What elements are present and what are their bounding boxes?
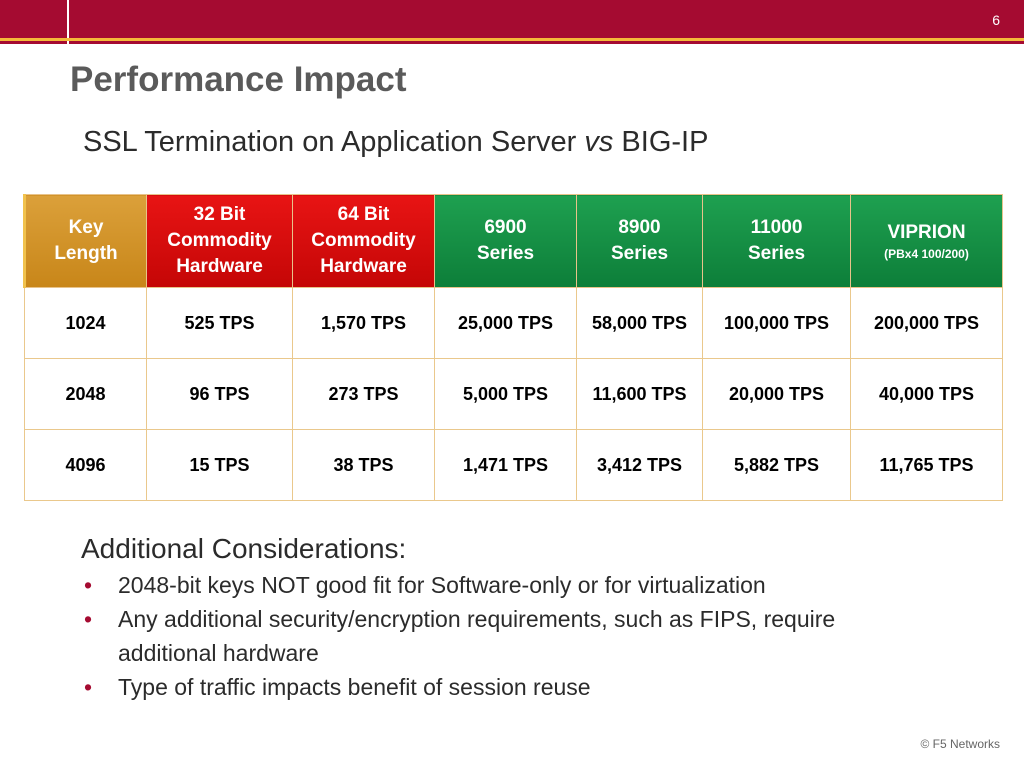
key-length-cell: 2048 — [24, 358, 147, 430]
table-header-row: Key Length 32 Bit Commodity Hardware 64 Bit Co… — [23, 194, 1003, 288]
key-length-cell: 1024 — [24, 287, 147, 359]
list-item-text: 2048-bit keys NOT good fit for Software-… — [118, 572, 766, 598]
key-length-cell: 4096 — [24, 429, 147, 501]
bullet-icon: • — [84, 606, 93, 632]
copyright-notice: © F5 Networks — [920, 737, 1000, 751]
column-header-line: 8900 — [618, 217, 661, 238]
column-header: 32 Bit Commodity Hardware — [146, 194, 293, 288]
list-item-text: Any additional security/encryption requi… — [118, 606, 836, 666]
tps-cell: 5,882 TPS — [702, 429, 851, 501]
tps-cell: 1,471 TPS — [434, 429, 577, 501]
column-header: 11000 Series — [702, 194, 851, 288]
column-header: 64 Bit Commodity Hardware — [292, 194, 435, 288]
column-header-line: Commodity — [311, 230, 416, 251]
subtitle-italic: vs — [584, 126, 614, 158]
tps-cell: 96 TPS — [146, 358, 293, 430]
tps-cell: 20,000 TPS — [702, 358, 851, 430]
table-body: 1024 525 TPS 1,570 TPS 25,000 TPS 58,000 TPS… — [24, 287, 1003, 501]
column-header-line: Length — [54, 243, 118, 264]
column-header-line: 32 Bit — [193, 204, 246, 225]
tps-cell: 11,765 TPS — [850, 429, 1003, 501]
tps-cell: 3,412 TPS — [576, 429, 703, 501]
header-stripe — [0, 38, 1024, 41]
list-item: • Any additional security/encryption requ… — [81, 602, 938, 670]
column-header-line: 11000 — [750, 217, 803, 238]
column-header: 6900 Series — [434, 194, 577, 288]
tps-cell: 11,600 TPS — [576, 358, 703, 430]
table-row: 2048 96 TPS 273 TPS 5,000 TPS 11,600 TPS 20,0… — [24, 358, 1003, 430]
column-header-line: Hardware — [320, 256, 407, 277]
column-header-line: Series — [610, 243, 669, 264]
column-header-line: Commodity — [167, 230, 272, 251]
tps-cell: 25,000 TPS — [434, 287, 577, 359]
considerations-list: • 2048-bit keys NOT good fit for Software… — [81, 568, 938, 704]
slide-subtitle: SSL Termination on Application Server vs… — [83, 126, 708, 159]
column-header-line: Series — [476, 243, 535, 264]
list-item: • 2048-bit keys NOT good fit for Software… — [81, 568, 938, 602]
list-item: • Type of traffic impacts benefit of sess… — [81, 670, 938, 704]
column-header-line: 6900 — [484, 217, 527, 238]
tps-cell: 5,000 TPS — [434, 358, 577, 430]
column-header: Key Length — [23, 194, 147, 288]
tps-cell: 58,000 TPS — [576, 287, 703, 359]
column-header-subtitle: (PBx4 100/200) — [884, 247, 969, 261]
column-header: VIPRION (PBx4 100/200) — [850, 194, 1003, 288]
column-header: 8900 Series — [576, 194, 703, 288]
tps-cell: 1,570 TPS — [292, 287, 435, 359]
tps-cell: 40,000 TPS — [850, 358, 1003, 430]
table-row: 1024 525 TPS 1,570 TPS 25,000 TPS 58,000 TPS… — [24, 287, 1003, 359]
subtitle-text: SSL Termination on Application Server — [83, 126, 577, 158]
tps-cell: 100,000 TPS — [702, 287, 851, 359]
header-divider — [67, 0, 69, 44]
slide-title: Performance Impact — [70, 60, 407, 99]
subtitle-text-end: BIG-IP — [621, 126, 709, 158]
tps-cell: 200,000 TPS — [850, 287, 1003, 359]
bullet-icon: • — [84, 572, 93, 598]
column-header-line: 64 Bit — [337, 204, 390, 225]
column-header-line: VIPRION — [887, 222, 966, 243]
tps-cell: 15 TPS — [146, 429, 293, 501]
considerations-section: Additional Considerations: • 2048-bit key… — [81, 532, 938, 704]
bullet-icon: • — [84, 674, 93, 700]
column-header-line: Series — [747, 243, 806, 264]
list-item-text: Type of traffic impacts benefit of sessi… — [118, 674, 591, 700]
slide-number: 6 — [992, 12, 1000, 28]
tps-cell: 38 TPS — [292, 429, 435, 501]
tps-cell: 525 TPS — [146, 287, 293, 359]
considerations-heading: Additional Considerations: — [81, 533, 407, 564]
header-bar: 6 — [0, 0, 1024, 44]
column-header-line: Key — [68, 217, 104, 238]
performance-table: Key Length 32 Bit Commodity Hardware 64 Bit Co… — [23, 194, 1003, 501]
tps-cell: 273 TPS — [292, 358, 435, 430]
column-header-line: Hardware — [176, 256, 263, 277]
table-row: 4096 15 TPS 38 TPS 1,471 TPS 3,412 TPS 5,882 … — [24, 429, 1003, 501]
